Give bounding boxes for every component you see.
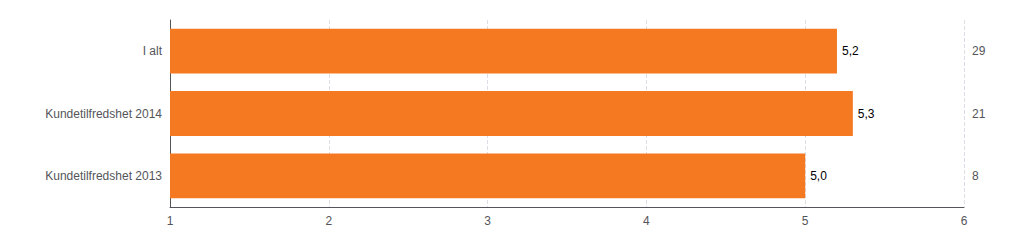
svg-text:21: 21 (972, 107, 986, 121)
svg-text:2: 2 (325, 214, 332, 228)
svg-text:29: 29 (972, 44, 986, 58)
svg-text:Kundetilfredshet 2014: Kundetilfredshet 2014 (45, 107, 162, 121)
svg-text:5: 5 (802, 214, 809, 228)
svg-text:5,2: 5,2 (842, 44, 859, 58)
svg-text:4: 4 (643, 214, 650, 228)
svg-text:3: 3 (484, 214, 491, 228)
svg-text:I alt: I alt (143, 44, 163, 58)
svg-text:6: 6 (961, 214, 968, 228)
svg-text:1: 1 (167, 214, 174, 228)
svg-text:8: 8 (972, 169, 979, 183)
svg-text:5,3: 5,3 (858, 107, 875, 121)
svg-text:5,0: 5,0 (810, 169, 827, 183)
svg-text:Kundetilfredshet 2013: Kundetilfredshet 2013 (45, 169, 162, 183)
